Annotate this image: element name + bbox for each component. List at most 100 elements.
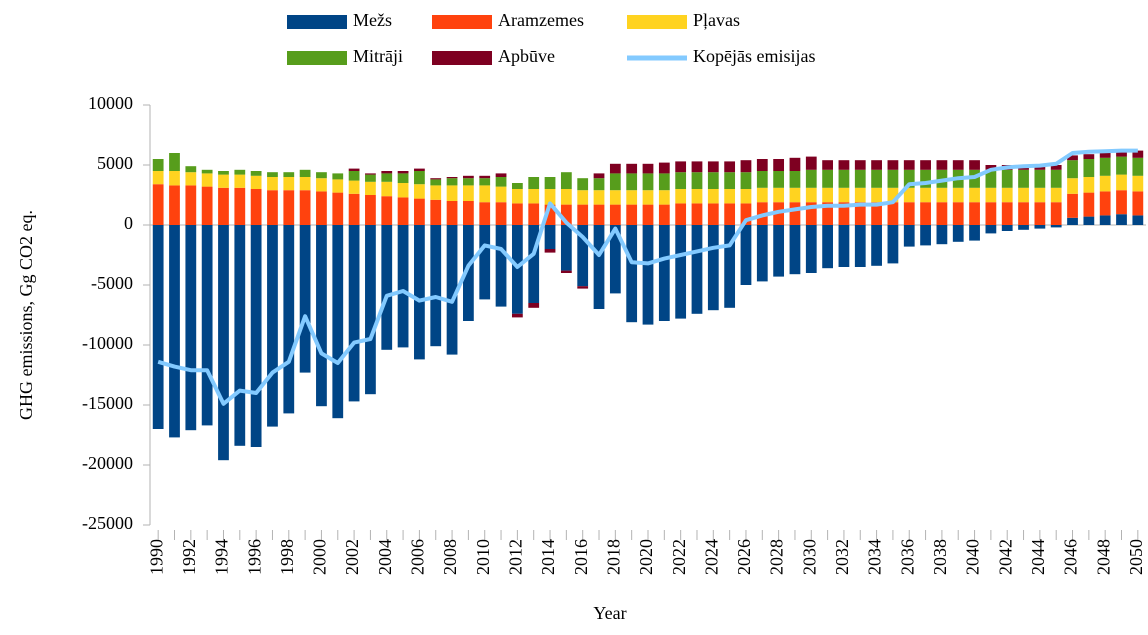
- bar: [365, 174, 376, 182]
- bar: [218, 171, 229, 175]
- bar: [1018, 225, 1029, 230]
- bar: [707, 203, 719, 225]
- bar: [920, 187, 931, 203]
- bar: [609, 163, 621, 174]
- legend-label: Mitrāji: [353, 46, 403, 66]
- bar: [528, 189, 540, 204]
- bar: [920, 160, 931, 170]
- bar: [773, 171, 785, 188]
- x-tick-label: 1990: [146, 539, 166, 575]
- bar: [397, 225, 409, 348]
- bar: [805, 187, 817, 203]
- bar: [854, 169, 866, 188]
- x-axis-title: Year: [593, 603, 626, 623]
- bar: [593, 178, 605, 191]
- bar: [838, 202, 850, 225]
- bar: [675, 161, 687, 173]
- bar: [511, 183, 523, 189]
- bar: [283, 225, 295, 414]
- bar: [283, 190, 295, 225]
- bar: [642, 190, 654, 205]
- bar: [430, 179, 442, 186]
- bar: [511, 225, 523, 314]
- bar: [691, 203, 703, 225]
- bar: [299, 225, 311, 373]
- bar: [952, 187, 964, 203]
- bar: [414, 168, 425, 171]
- bar: [414, 184, 425, 199]
- bar: [1018, 169, 1029, 188]
- bar: [936, 160, 948, 170]
- bar: [903, 187, 915, 203]
- bar: [577, 178, 589, 191]
- legend-label: Mežs: [353, 10, 392, 30]
- bar: [740, 160, 752, 173]
- bar: [675, 225, 687, 319]
- bar: [658, 162, 670, 174]
- x-tick-label: 2032: [832, 539, 852, 575]
- y-tick-label: -20000: [82, 453, 133, 473]
- bar: [332, 225, 344, 419]
- bar: [283, 177, 295, 191]
- bar: [250, 175, 262, 189]
- bar: [267, 225, 278, 427]
- bar: [463, 225, 474, 321]
- bar: [381, 225, 393, 350]
- bar: [658, 204, 670, 225]
- bar: [985, 169, 997, 188]
- bar: [691, 172, 703, 189]
- bar: [169, 153, 180, 171]
- bar: [365, 225, 376, 395]
- bar: [348, 171, 360, 181]
- bar: [316, 225, 327, 407]
- bar: [675, 189, 687, 204]
- bar: [479, 225, 491, 300]
- bar: [528, 225, 540, 303]
- bar: [626, 204, 638, 225]
- bar: [185, 185, 197, 225]
- bar: [838, 187, 850, 203]
- x-tick-label: 2040: [963, 539, 983, 575]
- bar: [479, 202, 491, 225]
- legend-label: Aramzemes: [498, 10, 584, 30]
- bar: [642, 163, 654, 174]
- bar: [740, 172, 752, 189]
- bar: [871, 225, 882, 266]
- legend-swatch: [627, 15, 687, 29]
- bar: [1116, 214, 1127, 225]
- bar: [805, 225, 817, 273]
- bar: [560, 189, 572, 205]
- bar: [724, 189, 736, 204]
- bar: [169, 225, 180, 438]
- bar: [969, 225, 980, 241]
- bar: [642, 225, 654, 325]
- y-tick-label: 5000: [97, 153, 133, 173]
- bar: [528, 177, 540, 189]
- bar: [691, 189, 703, 204]
- bar: [560, 172, 572, 189]
- legend-label: Apbūve: [498, 46, 555, 66]
- x-tick-label: 2000: [310, 539, 330, 575]
- bar: [544, 249, 556, 253]
- bar: [1132, 150, 1144, 158]
- bar: [1001, 225, 1013, 231]
- x-tick-label: 2024: [701, 539, 721, 575]
- bar: [495, 186, 507, 203]
- bar: [658, 173, 670, 191]
- bar: [952, 202, 964, 225]
- bar: [1132, 215, 1144, 225]
- bar: [577, 190, 589, 205]
- bar: [838, 169, 850, 188]
- bar: [1034, 169, 1046, 188]
- bar: [1099, 151, 1111, 158]
- bar: [544, 177, 556, 189]
- bar: [299, 177, 311, 191]
- bar: [446, 225, 458, 355]
- bar: [903, 202, 915, 225]
- y-tick-label: -10000: [82, 333, 133, 353]
- bar: [446, 201, 458, 225]
- bar: [1083, 177, 1095, 193]
- bar: [642, 204, 654, 225]
- bar: [495, 177, 507, 187]
- bar: [805, 156, 817, 170]
